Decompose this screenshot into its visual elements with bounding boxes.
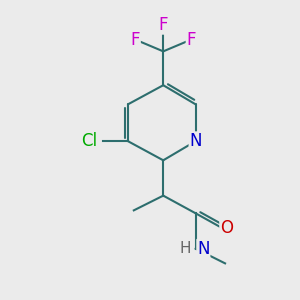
Text: N: N — [189, 132, 202, 150]
Text: F: F — [158, 16, 168, 34]
Text: H: H — [180, 241, 191, 256]
Text: O: O — [220, 219, 233, 237]
Text: F: F — [187, 31, 196, 49]
Text: Cl: Cl — [82, 132, 98, 150]
Text: N: N — [197, 240, 210, 258]
Text: F: F — [130, 31, 140, 49]
